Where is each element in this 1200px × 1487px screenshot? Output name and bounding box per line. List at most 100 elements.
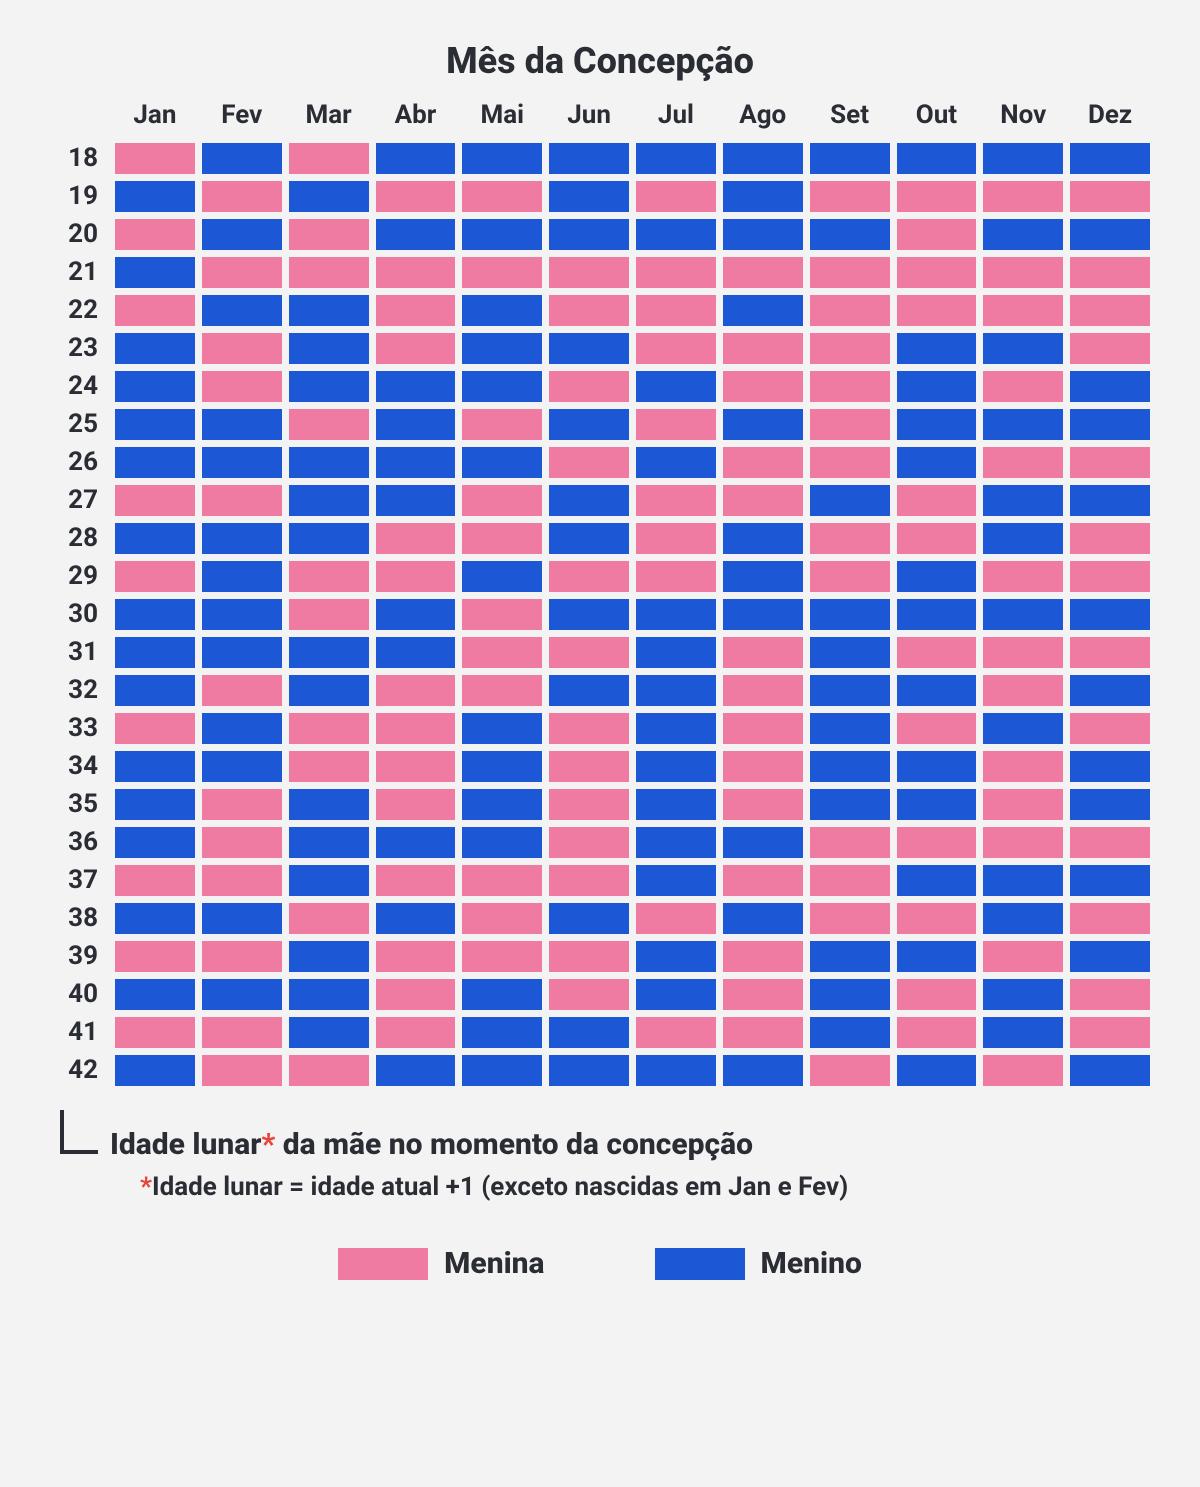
grid-cell [549, 713, 629, 744]
month-header: Set [810, 100, 890, 136]
grid-cell [723, 181, 803, 212]
grid-cell [983, 941, 1063, 972]
grid-cell [549, 409, 629, 440]
grid-cell [115, 257, 195, 288]
grid-cell [289, 523, 369, 554]
grid-cell [983, 865, 1063, 896]
grid-cell [115, 181, 195, 212]
grid-cell [723, 979, 803, 1010]
age-label: 26 [50, 447, 108, 478]
grid-cell [1070, 827, 1150, 858]
grid-cell [1070, 523, 1150, 554]
grid-cell [897, 485, 977, 516]
grid-cell [983, 143, 1063, 174]
grid-cell [549, 143, 629, 174]
grid-cell [202, 827, 282, 858]
grid-cell [723, 713, 803, 744]
grid-cell [115, 713, 195, 744]
age-label: 30 [50, 599, 108, 630]
grid-cell [289, 143, 369, 174]
grid-cell [636, 447, 716, 478]
grid-cell [1070, 865, 1150, 896]
grid-cell [462, 371, 542, 402]
grid-cell [376, 865, 456, 896]
grid-cell [549, 257, 629, 288]
grid-cell [723, 485, 803, 516]
grid-cell [462, 219, 542, 250]
grid-cell [376, 219, 456, 250]
grid-cell [983, 789, 1063, 820]
month-header: Jan [115, 100, 195, 136]
grid-cell [115, 865, 195, 896]
grid-cell [376, 333, 456, 364]
grid-cell [462, 865, 542, 896]
grid-cell [897, 447, 977, 478]
grid-cell [983, 675, 1063, 706]
grid-cell [1070, 1055, 1150, 1086]
grid-cell [289, 295, 369, 326]
grid-cell [897, 257, 977, 288]
grid-cell [289, 675, 369, 706]
age-label: 20 [50, 219, 108, 250]
grid-cell [983, 903, 1063, 934]
grid-cell [636, 561, 716, 592]
chinese-gender-chart: Mês da Concepção JanFevMarAbrMaiJunJulAg… [50, 40, 1150, 1281]
grid-cell [636, 637, 716, 668]
grid-cell [983, 333, 1063, 364]
month-header: Out [897, 100, 977, 136]
grid-cell [810, 257, 890, 288]
grid-cell [462, 1017, 542, 1048]
grid-cell [810, 599, 890, 630]
grid-cell [636, 599, 716, 630]
grid-cell [897, 181, 977, 212]
grid-cell [897, 675, 977, 706]
grid-corner [50, 100, 108, 136]
grid-cell [376, 143, 456, 174]
grid-cell [810, 485, 890, 516]
grid-cell [289, 371, 369, 402]
grid-cell [723, 865, 803, 896]
grid-cell [289, 561, 369, 592]
grid-cell [549, 903, 629, 934]
grid-cell [376, 485, 456, 516]
grid-cell [115, 751, 195, 782]
grid-cell [1070, 1017, 1150, 1048]
grid-cell [462, 409, 542, 440]
grid-cell [115, 637, 195, 668]
grid-cell [202, 523, 282, 554]
grid-cell [202, 1017, 282, 1048]
age-label: 18 [50, 143, 108, 174]
grid-cell [115, 447, 195, 478]
grid-cell [983, 447, 1063, 478]
grid-cell [462, 561, 542, 592]
age-label: 37 [50, 865, 108, 896]
age-label: 28 [50, 523, 108, 554]
footnote: *Idade lunar = idade atual +1 (exceto na… [140, 1172, 1150, 1202]
grid-cell [1070, 181, 1150, 212]
grid-cell [723, 941, 803, 972]
grid-cell [983, 295, 1063, 326]
grid-cell [1070, 333, 1150, 364]
grid-cell [376, 295, 456, 326]
grid-cell [636, 485, 716, 516]
grid-cell [636, 143, 716, 174]
grid-cell [810, 181, 890, 212]
grid-cell [376, 1055, 456, 1086]
grid-cell [549, 941, 629, 972]
age-label: 23 [50, 333, 108, 364]
grid-cell [202, 903, 282, 934]
grid-cell [983, 485, 1063, 516]
prediction-grid: JanFevMarAbrMaiJunJulAgoSetOutNovDez1819… [50, 100, 1150, 1086]
grid-cell [376, 599, 456, 630]
grid-cell [810, 219, 890, 250]
grid-cell [202, 409, 282, 440]
legend-item-boy: Menino [655, 1246, 862, 1281]
month-header: Abr [376, 100, 456, 136]
grid-cell [897, 789, 977, 820]
grid-cell [289, 865, 369, 896]
grid-cell [983, 1055, 1063, 1086]
month-header: Mar [289, 100, 369, 136]
grid-cell [723, 561, 803, 592]
grid-cell [115, 675, 195, 706]
grid-cell [376, 447, 456, 478]
